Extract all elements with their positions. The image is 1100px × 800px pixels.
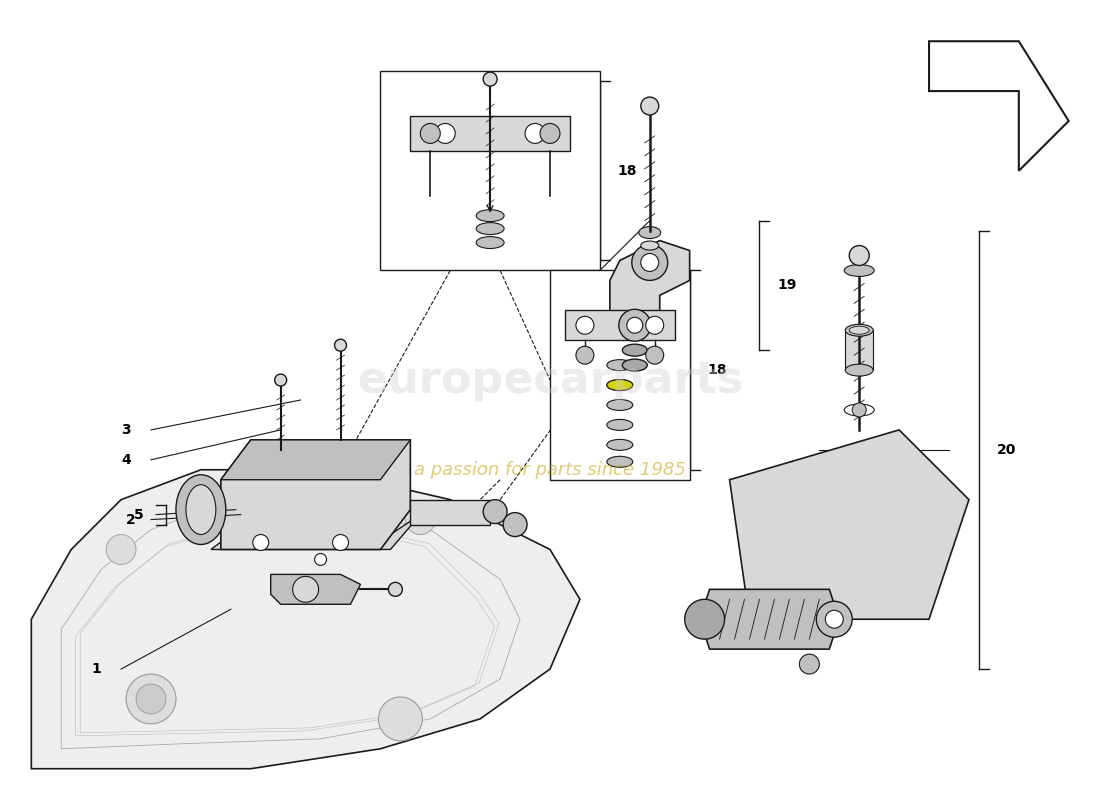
Ellipse shape [176,474,226,545]
Circle shape [406,505,436,534]
Circle shape [825,610,844,628]
Circle shape [525,123,544,143]
FancyBboxPatch shape [381,71,600,270]
Circle shape [576,316,594,334]
Ellipse shape [607,399,632,410]
Circle shape [126,674,176,724]
Circle shape [315,554,327,566]
Circle shape [503,513,527,537]
Polygon shape [565,310,674,340]
Polygon shape [221,440,410,480]
Ellipse shape [641,241,659,250]
Ellipse shape [639,226,661,238]
Circle shape [646,346,663,364]
Text: 18: 18 [707,363,727,377]
Text: 5: 5 [134,508,144,522]
Polygon shape [271,574,361,604]
Text: 1: 1 [91,662,101,676]
Polygon shape [211,514,420,550]
Ellipse shape [849,326,869,334]
Text: 18: 18 [618,164,637,178]
Ellipse shape [186,485,216,534]
Polygon shape [31,470,580,769]
Circle shape [816,602,853,637]
Ellipse shape [845,324,873,336]
Circle shape [849,246,869,266]
Circle shape [334,339,346,351]
Circle shape [293,576,319,602]
Text: 19: 19 [778,278,796,292]
Polygon shape [221,440,410,550]
Ellipse shape [623,359,647,371]
Polygon shape [410,116,570,151]
Circle shape [641,97,659,115]
Text: 20: 20 [997,443,1016,457]
Ellipse shape [607,379,632,390]
Circle shape [619,310,651,342]
Polygon shape [700,590,839,649]
Circle shape [136,684,166,714]
Circle shape [627,318,642,334]
Ellipse shape [607,456,632,467]
Circle shape [483,500,507,523]
Circle shape [483,72,497,86]
Ellipse shape [623,344,647,356]
Ellipse shape [845,265,875,277]
Ellipse shape [845,364,873,376]
Ellipse shape [476,237,504,249]
Text: 4: 4 [121,453,131,466]
Text: europecarparts: europecarparts [356,358,744,402]
Text: a passion for parts since 1985: a passion for parts since 1985 [414,461,686,478]
Circle shape [436,123,455,143]
Polygon shape [410,500,491,525]
Polygon shape [845,330,873,370]
Polygon shape [729,430,969,619]
Ellipse shape [607,379,632,390]
Polygon shape [609,241,690,340]
Circle shape [275,374,287,386]
Circle shape [576,346,594,364]
Circle shape [852,403,866,417]
Circle shape [641,254,659,271]
Circle shape [684,599,725,639]
Circle shape [378,697,422,741]
Circle shape [388,582,403,596]
Polygon shape [930,42,1069,170]
FancyBboxPatch shape [550,270,690,480]
Circle shape [631,245,668,281]
Circle shape [540,123,560,143]
Circle shape [106,534,136,565]
Circle shape [253,534,268,550]
Ellipse shape [607,360,632,370]
Text: 2: 2 [126,513,136,526]
Circle shape [800,654,820,674]
Ellipse shape [476,210,504,222]
Circle shape [420,123,440,143]
Ellipse shape [476,222,504,234]
Circle shape [646,316,663,334]
Circle shape [332,534,349,550]
Text: 3: 3 [121,423,131,437]
Ellipse shape [845,404,875,416]
Ellipse shape [607,439,632,450]
Ellipse shape [607,419,632,430]
